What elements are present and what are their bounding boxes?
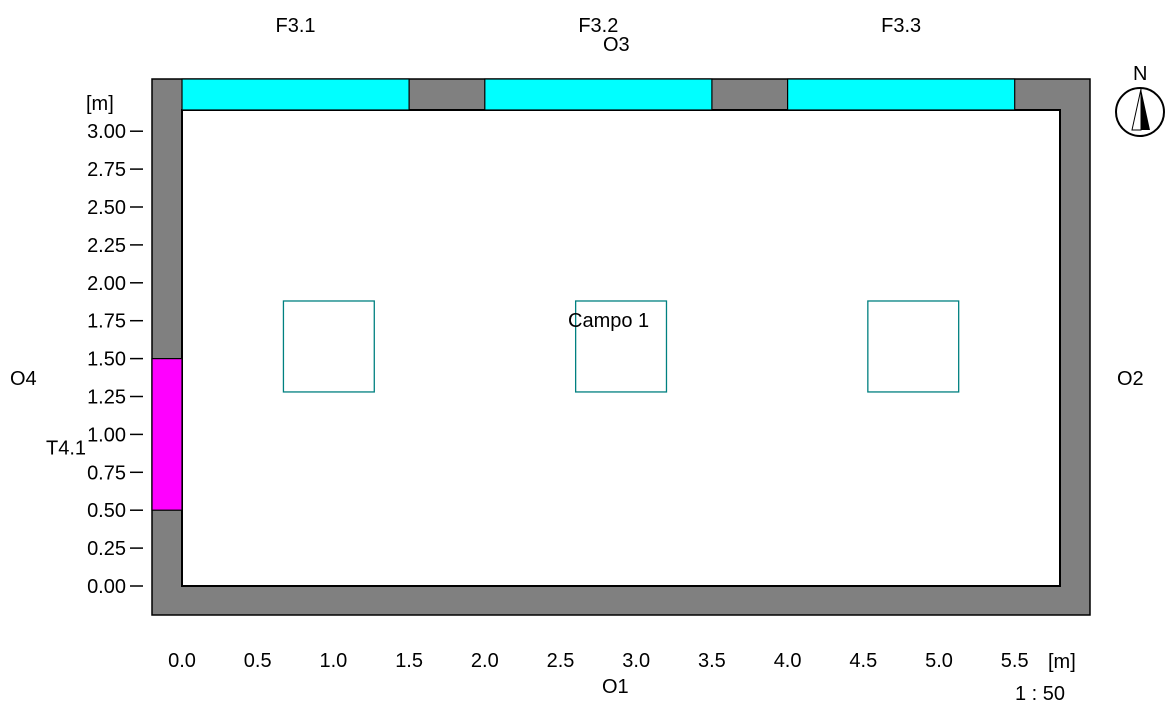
y-tick-label: 2.00: [87, 273, 126, 295]
luminaire-3: [867, 300, 960, 393]
luminaires: [282, 300, 960, 393]
orientation-east-label: O2: [1117, 368, 1144, 390]
orientation-north-label: O3: [603, 34, 630, 56]
y-tick-label: 1.25: [87, 387, 126, 409]
opening-labels: F3.1 F3.2 F3.3 T4.1: [46, 15, 921, 459]
x-tick-label: 4.5: [849, 650, 877, 672]
y-unit-label: [m]: [86, 93, 114, 115]
x-tick-label: 2.0: [471, 650, 499, 672]
y-tick-label: 0.75: [87, 462, 126, 484]
window-2: [484, 78, 713, 111]
y-tick-label: 0.50: [87, 500, 126, 522]
x-tick-label: 0.0: [168, 650, 196, 672]
window-3: [786, 78, 1016, 111]
y-tick-label: 0.25: [87, 538, 126, 560]
orientation-south-label: O1: [602, 676, 629, 698]
y-tick-label: 3.00: [87, 121, 126, 143]
y-tick-label: 2.25: [87, 235, 126, 257]
y-axis-ticks: 0.00 0.25 0.50 0.75 1.00 1.25 1.50 1.75 2.00 2.25…: [87, 121, 143, 598]
window-label-2: F3.2: [578, 15, 618, 37]
x-tick-label: 4.0: [774, 650, 802, 672]
x-tick-label: 2.5: [547, 650, 575, 672]
x-tick-label: 3.5: [698, 650, 726, 672]
luminaire-2: [574, 300, 668, 393]
y-tick-label: 2.75: [87, 159, 126, 181]
y-tick-label: 0.00: [87, 576, 126, 598]
window-label-3: F3.3: [881, 15, 921, 37]
x-axis-ticks: 0.0 0.5 1.0 1.5 2.0 2.5 3.0 3.5 4.0 4.5 5.0 5.5: [168, 650, 1029, 672]
door-1: [151, 358, 183, 511]
x-tick-label: 5.5: [1001, 650, 1029, 672]
x-tick-label: 1.0: [319, 650, 347, 672]
window-1: [181, 78, 410, 111]
x-tick-label: 0.5: [244, 650, 272, 672]
room-floor: [181, 109, 1061, 587]
windows: [181, 78, 1016, 111]
north-arrow-icon: N: [1115, 63, 1165, 137]
orientation-west-label: O4: [10, 368, 37, 390]
north-arrow-label: N: [1133, 63, 1147, 85]
x-tick-label: 1.5: [395, 650, 423, 672]
doors: [151, 358, 183, 511]
room-label: Campo 1: [568, 310, 649, 332]
scale-label: 1 : 50: [1015, 683, 1065, 705]
x-tick-label: 3.0: [622, 650, 650, 672]
y-tick-label: 1.50: [87, 349, 126, 371]
y-tick-label: 1.75: [87, 311, 126, 333]
luminaire-1: [282, 300, 375, 393]
y-tick-label: 2.50: [87, 197, 126, 219]
window-label-1: F3.1: [276, 15, 316, 37]
y-tick-label: 1.00: [87, 424, 126, 446]
x-unit-label: [m]: [1048, 651, 1076, 673]
x-tick-label: 5.0: [925, 650, 953, 672]
door-label-1: T4.1: [46, 437, 86, 459]
